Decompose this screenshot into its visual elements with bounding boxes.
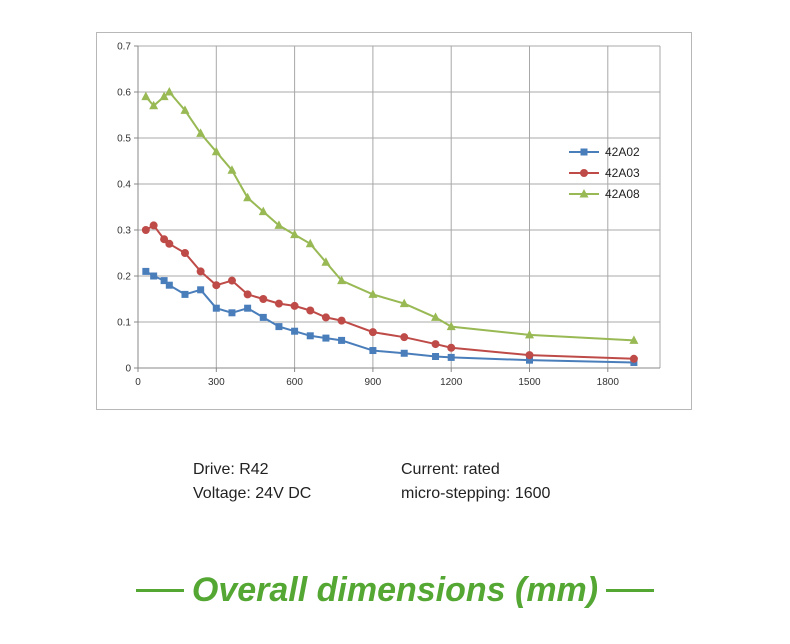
data-point-42A03: [306, 306, 315, 315]
footer-title: Overall dimensions (mm): [191, 570, 599, 609]
x-tick-label: 300: [208, 377, 225, 388]
data-point-42A08: [399, 298, 409, 308]
data-point-42A08: [337, 275, 347, 285]
data-point-42A02: [400, 349, 408, 357]
data-point-42A03: [525, 351, 534, 360]
data-point-42A03: [337, 316, 346, 325]
microstepping-info: micro-stepping: 1600: [401, 485, 551, 502]
y-tick-label: 0.6: [117, 88, 131, 99]
data-point-42A02: [181, 290, 189, 298]
data-point-42A02: [447, 353, 455, 361]
legend-marker-42A08: [579, 189, 589, 198]
data-point-42A02: [142, 267, 150, 275]
data-point-42A08: [629, 335, 639, 344]
footer-rule-left: [135, 588, 184, 592]
y-tick-label: 0.7: [117, 42, 131, 53]
series-line-42A03: [145, 224, 634, 360]
data-point-42A08: [149, 100, 159, 110]
x-tick-label: 600: [286, 377, 303, 388]
data-point-42A02: [291, 327, 299, 335]
x-tick-label: 1500: [518, 377, 541, 388]
data-point-42A02: [322, 334, 330, 342]
data-point-42A03: [243, 290, 252, 299]
data-point-42A03: [629, 354, 638, 363]
footer-heading: Overall dimensions (mm): [0, 566, 790, 614]
series-line-42A08: [145, 90, 634, 342]
data-point-42A02: [197, 286, 205, 294]
data-point-42A02: [275, 323, 283, 331]
data-point-42A08: [321, 257, 331, 266]
data-point-42A08: [368, 289, 378, 298]
data-point-42A03: [274, 299, 283, 308]
data-point-42A03: [290, 301, 299, 310]
data-point-42A08: [290, 229, 300, 239]
data-point-42A03: [165, 239, 174, 248]
chart-frame: 0 0.1 0.2 0.3 0.4 0.5 0.6 0.7 0 300 600 900 1200 1500…: [96, 32, 692, 410]
data-point-42A08: [431, 312, 441, 321]
data-point-42A03: [368, 328, 377, 337]
data-point-42A02: [432, 353, 440, 360]
data-point-42A03: [180, 249, 189, 257]
data-point-42A03: [431, 340, 440, 349]
data-point-42A03: [259, 295, 268, 303]
data-point-42A08: [227, 165, 237, 174]
y-tick-label: 0.5: [117, 134, 131, 145]
footer-rule-right: [606, 588, 655, 592]
data-point-42A08: [159, 91, 169, 101]
legend-label-42A02: 42A02: [605, 145, 640, 159]
drive-info: Drive: R42: [193, 461, 269, 478]
y-tick-label: 0.1: [117, 318, 131, 329]
data-point-42A03: [447, 343, 456, 352]
data-point-42A08: [180, 105, 190, 114]
y-tick-label: 0.2: [117, 272, 131, 283]
data-point-42A08: [446, 321, 456, 331]
y-tick-label: 0.4: [117, 180, 131, 191]
y-tick-label: 0.3: [117, 226, 131, 237]
data-point-42A08: [164, 87, 174, 96]
data-point-42A08: [141, 91, 151, 101]
data-point-42A03: [160, 235, 169, 244]
data-point-42A02: [338, 336, 346, 344]
data-point-42A08: [525, 329, 534, 339]
data-point-42A03: [321, 313, 330, 322]
data-point-42A02: [369, 347, 377, 355]
data-point-42A02: [526, 356, 533, 364]
data-point-42A02: [244, 304, 252, 312]
data-point-42A03: [212, 281, 221, 290]
data-point-42A02: [212, 304, 220, 312]
legend-label-42A03: 42A03: [605, 166, 640, 180]
current-info: Current: rated: [401, 461, 500, 478]
data-point-42A03: [227, 276, 236, 285]
data-point-42A03: [141, 226, 150, 234]
legend-marker-42A03: [580, 169, 588, 177]
data-point-42A02: [306, 332, 314, 340]
voltage-info: Voltage: 24V DC: [193, 485, 312, 502]
data-point-42A08: [211, 146, 221, 156]
data-point-42A02: [228, 309, 236, 317]
data-point-42A08: [196, 128, 206, 137]
x-tick-label: 1800: [597, 377, 620, 388]
data-point-42A08: [258, 206, 268, 216]
data-point-42A02: [160, 277, 168, 285]
legend-label-42A08: 42A08: [605, 187, 640, 201]
data-point-42A03: [400, 333, 409, 342]
x-tick-label: 900: [365, 377, 382, 388]
data-point-42A08: [243, 192, 253, 202]
data-point-42A03: [196, 267, 205, 276]
x-tick-label: 1200: [440, 377, 463, 388]
y-tick-label: 0: [125, 364, 131, 375]
data-point-42A02: [259, 313, 267, 321]
data-point-42A08: [274, 220, 284, 229]
x-tick-label: 0: [135, 377, 141, 388]
data-point-42A08: [305, 238, 315, 248]
data-point-42A03: [149, 221, 158, 230]
data-point-42A02: [150, 272, 158, 280]
data-point-42A02: [165, 281, 173, 289]
legend-marker-42A02: [580, 148, 588, 156]
line-chart: 0 0.1 0.2 0.3 0.4 0.5 0.6 0.7 0 300 600 900 1200 1500…: [117, 42, 661, 388]
